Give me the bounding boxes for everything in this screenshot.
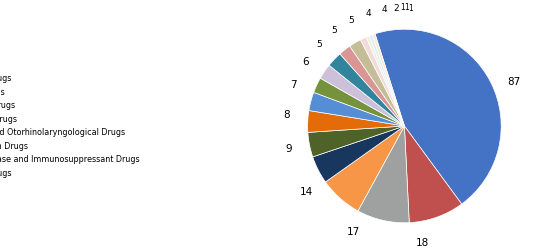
- Wedge shape: [307, 111, 404, 132]
- Text: 4: 4: [382, 5, 387, 14]
- Wedge shape: [366, 36, 404, 126]
- Text: 5: 5: [349, 16, 355, 25]
- Wedge shape: [372, 34, 404, 126]
- Wedge shape: [320, 65, 404, 126]
- Text: 4: 4: [366, 9, 371, 18]
- Wedge shape: [404, 126, 461, 223]
- Legend: Anti-neoplastic Drugs, Anti-infective Drugs, Gastrointestinal Drugs, Nervous Sys: Anti-neoplastic Drugs, Anti-infective Dr…: [0, 72, 142, 180]
- Text: 1: 1: [400, 4, 405, 12]
- Wedge shape: [314, 78, 404, 126]
- Wedge shape: [375, 29, 501, 204]
- Text: 5: 5: [316, 40, 322, 49]
- Text: 18: 18: [416, 238, 429, 248]
- Text: 87: 87: [507, 77, 520, 86]
- Text: 2: 2: [393, 4, 399, 13]
- Text: 17: 17: [347, 228, 360, 237]
- Wedge shape: [309, 92, 404, 126]
- Wedge shape: [361, 37, 404, 126]
- Wedge shape: [329, 54, 404, 126]
- Text: 8: 8: [284, 110, 290, 120]
- Text: 5: 5: [331, 26, 337, 36]
- Wedge shape: [350, 40, 404, 126]
- Text: 7: 7: [290, 80, 297, 90]
- Text: 1: 1: [404, 4, 409, 12]
- Wedge shape: [326, 126, 404, 211]
- Text: 1: 1: [408, 4, 413, 13]
- Wedge shape: [308, 126, 404, 157]
- Wedge shape: [358, 126, 409, 223]
- Wedge shape: [369, 35, 404, 126]
- Text: 6: 6: [302, 57, 309, 67]
- Text: 9: 9: [285, 144, 292, 154]
- Wedge shape: [312, 126, 404, 182]
- Text: 14: 14: [300, 187, 313, 197]
- Wedge shape: [340, 46, 404, 126]
